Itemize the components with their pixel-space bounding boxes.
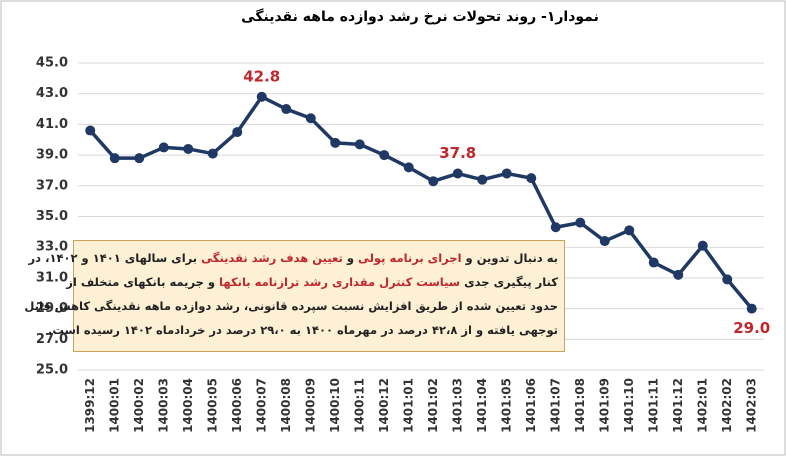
data-point	[526, 173, 537, 184]
annotation-text: و جریمه بانکهای متخلف از	[66, 275, 220, 289]
y-tick-label: 45.0	[36, 56, 68, 71]
annotation-line: کنار پیگیری جدی سیاست کنترل مقداری رشد ت…	[66, 270, 558, 294]
data-point	[256, 91, 267, 102]
x-tick-label: 1399:12	[83, 378, 97, 433]
x-tick-label: 1401:11	[646, 378, 660, 433]
annotation-text: کنار پیگیری جدی	[460, 275, 558, 289]
data-point	[575, 217, 586, 228]
annotation-text: اجرای برنامه پولی	[357, 251, 462, 265]
data-point	[403, 162, 414, 173]
data-point	[305, 113, 316, 124]
x-tick-label: 1400:09	[303, 378, 317, 433]
y-tick-label: 27.0	[36, 332, 68, 347]
x-tick-label: 1401:12	[671, 378, 685, 433]
data-point	[134, 153, 145, 164]
annotation-line: حدود تعیین شده از طریق افزایش نسبت سپرده…	[24, 294, 558, 318]
data-point	[428, 176, 439, 187]
data-point	[746, 303, 757, 314]
annotation-text: توجهی یافته و از ۴۲،۸ درصد در مهرماه ۱۴۰…	[48, 323, 558, 337]
x-tick-label: 1401:06	[524, 378, 538, 433]
data-label: 37.8	[439, 144, 476, 162]
annotation-text: تعیین هدف رشد نقدینگی	[201, 251, 343, 265]
data-point	[379, 150, 390, 161]
y-tick-label: 31.0	[36, 270, 68, 285]
x-tick-label: 1401:05	[499, 378, 513, 433]
data-point	[624, 225, 635, 236]
data-point	[207, 148, 218, 159]
annotation-text: و	[342, 251, 358, 265]
data-point	[85, 125, 96, 136]
y-tick-label: 33.0	[36, 240, 68, 255]
data-point	[648, 257, 659, 268]
data-label: 29.0	[733, 319, 770, 337]
y-tick-label: 29.0	[36, 301, 68, 316]
x-tick-label: 1400:06	[230, 378, 244, 433]
x-tick-label: 1400:04	[181, 378, 195, 433]
data-point	[599, 236, 610, 247]
x-tick-label: 1400:10	[328, 378, 342, 433]
data-point	[183, 143, 194, 154]
data-point	[477, 174, 488, 185]
y-tick-label: 37.0	[36, 178, 68, 193]
y-tick-label: 41.0	[36, 117, 68, 132]
data-point	[330, 137, 341, 148]
annotation-text: سیاست کنترل مقداری رشد ترازنامه بانکها	[219, 275, 461, 289]
data-point	[673, 269, 684, 280]
annotation-text: برای سالهای ۱۴۰۱ و ۱۴۰۲، در	[28, 251, 202, 265]
data-label: 42.8	[243, 67, 280, 85]
x-tick-label: 1402:03	[744, 378, 758, 433]
data-point	[232, 127, 243, 138]
data-point	[109, 153, 120, 164]
chart-title: نمودار۱- روند تحولات نرخ رشد دوازده ماهه…	[241, 8, 599, 25]
x-tick-label: 1401:01	[401, 378, 415, 433]
annotation-text: حدود تعیین شده از طریق افزایش نسبت سپرده…	[24, 299, 558, 313]
data-line	[88, 95, 754, 310]
annotation-box: به دنبال تدوین و اجرای برنامه پولی و تعی…	[24, 240, 565, 352]
data-point	[354, 139, 365, 150]
x-tick-label: 1401:09	[597, 378, 611, 433]
x-tick-label: 1400:07	[254, 378, 268, 433]
annotation-line: توجهی یافته و از ۴۲،۸ درصد در مهرماه ۱۴۰…	[48, 318, 558, 342]
x-tick-label: 1400:05	[205, 378, 219, 433]
x-tick-label: 1401:10	[622, 378, 636, 433]
data-point	[722, 274, 733, 285]
data-point	[550, 222, 561, 233]
x-tick-label: 1400:08	[279, 378, 293, 433]
x-tick-label: 1401:03	[450, 378, 464, 433]
data-point	[452, 168, 463, 179]
x-tick-label: 1400:11	[352, 378, 366, 433]
annotation-line: به دنبال تدوین و اجرای برنامه پولی و تعی…	[29, 246, 558, 270]
data-point	[158, 142, 169, 153]
x-tick-label: 1400:01	[107, 378, 121, 433]
x-tick-label: 1400:02	[132, 378, 146, 433]
x-tick-label: 1400:12	[377, 378, 391, 433]
y-tick-label: 35.0	[36, 209, 68, 224]
data-point	[501, 168, 512, 179]
x-tick-label: 1401:02	[426, 378, 440, 433]
data-point	[281, 104, 292, 115]
x-tick-label: 1400:03	[156, 378, 170, 433]
x-tick-label: 1401:07	[548, 378, 562, 433]
y-tick-label: 39.0	[36, 148, 68, 163]
y-tick-label: 25.0	[36, 363, 68, 378]
x-tick-label: 1402:01	[695, 378, 709, 433]
data-point	[697, 240, 708, 251]
x-tick-label: 1401:08	[573, 378, 587, 433]
annotation-text: به دنبال تدوین و	[461, 251, 558, 265]
y-tick-label: 43.0	[36, 86, 68, 101]
x-tick-label: 1402:02	[720, 378, 734, 433]
x-tick-label: 1401:04	[475, 378, 489, 433]
